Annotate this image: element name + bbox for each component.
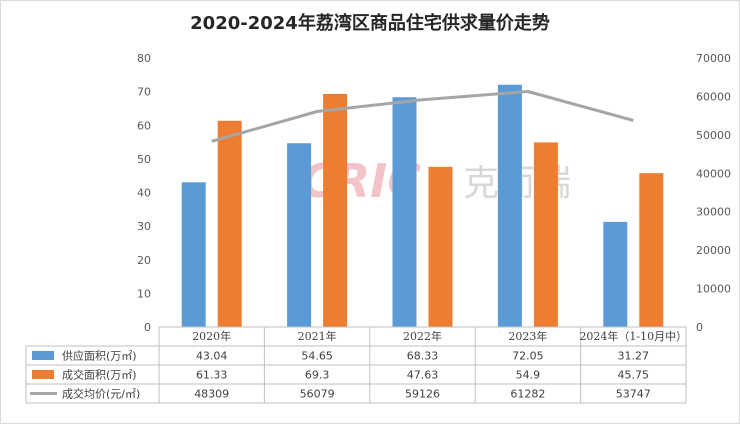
y-right-tick-label: 0 [696,321,703,334]
x-category-label: 2020年 [192,329,231,343]
table-cell: 56079 [300,388,335,401]
bar-supply-2 [392,97,417,327]
table-cell: 68.33 [407,350,439,363]
y-right-tick-label: 50000 [696,129,731,142]
y-left-tick-label: 30 [137,220,151,233]
table-cell: 69.3 [305,369,330,382]
table-row-label: 成交面积(万㎡) [62,368,137,382]
bar-deal-1 [323,93,348,327]
table-cell: 31.27 [618,350,650,363]
table-cell: 59126 [405,388,440,401]
bar-deal-3 [533,142,558,327]
table-row-label: 供应面积(万㎡) [62,349,137,363]
y-left-tick-label: 0 [144,321,151,334]
legend-swatch-0 [32,351,54,360]
x-category-label: 2021年 [298,329,337,343]
table-cell: 43.04 [196,350,228,363]
bar-supply-4 [603,221,628,327]
y-left-tick-label: 70 [137,86,151,99]
y-right-tick-label: 10000 [696,283,731,296]
y-right-tick-label: 20000 [696,244,731,257]
bar-deal-0 [217,120,242,327]
y-right-tick-label: 30000 [696,206,731,219]
x-category-label: 2024年（1-10月中） [579,329,687,343]
table-cell: 61282 [510,388,545,401]
y-left-tick-label: 80 [137,52,151,65]
y-right-tick-label: 40000 [696,167,731,180]
y-left-tick-label: 10 [137,287,151,300]
table-cell: 54.65 [301,350,333,363]
y-left-tick-label: 60 [137,119,151,132]
y-right-tick-label: 60000 [696,90,731,103]
y-left-tick-label: 50 [137,153,151,166]
bar-deal-2 [428,166,453,327]
table-cell: 72.05 [512,350,544,363]
table-row-label: 成交均价(元/㎡) [62,387,140,401]
bar-deal-4 [639,173,664,327]
legend-swatch-1 [32,370,54,379]
bar-supply-3 [497,84,522,327]
chart-title: 2020-2024年荔湾区商品住宅供求量价走势 [190,13,550,34]
line-avg-price [211,90,634,143]
bar-supply-1 [287,143,312,327]
x-category-label: 2023年 [508,329,547,343]
table-cell: 48309 [194,388,229,401]
table-cell: 47.63 [407,369,439,382]
table-cell: 61.33 [196,369,228,382]
x-category-label: 2022年 [403,329,442,343]
bar-supply-0 [181,182,206,327]
table-cell: 54.9 [516,369,541,382]
y-right-tick-label: 70000 [696,52,731,65]
y-left-tick-label: 40 [137,187,151,200]
table-cell: 53747 [616,388,651,401]
table-cell: 45.75 [618,369,650,382]
y-left-tick-label: 20 [137,254,151,267]
